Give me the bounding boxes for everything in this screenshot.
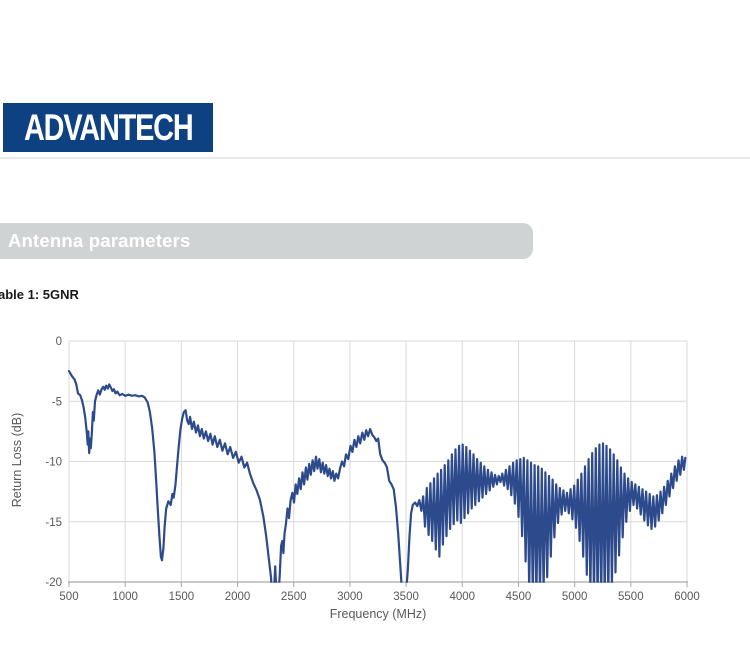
y-tick-label: -10 (45, 457, 62, 469)
y-tick-label: -20 (45, 577, 62, 589)
x-tick-label: 1000 (112, 591, 138, 603)
y-tick-label: -15 (45, 517, 62, 529)
x-axis-title: Frequency (MHz) (329, 607, 427, 621)
y-tick-label: -5 (52, 396, 62, 408)
y-axis-title: Return Loss (dB) (10, 412, 24, 508)
x-tick-label: 1500 (169, 591, 195, 603)
x-tick-label: 4500 (506, 591, 532, 603)
x-tick-label: 5000 (562, 591, 588, 603)
header-divider (0, 157, 750, 159)
x-tick-label: 3000 (337, 591, 363, 603)
advantech-logo-text: ADVANTECH (24, 106, 194, 148)
x-tick-label: 3500 (393, 591, 419, 603)
x-tick-label: 2000 (225, 591, 251, 603)
table-caption: Table 1: 5GNR (0, 287, 79, 302)
x-tick-label: 5500 (618, 591, 644, 603)
return-loss-curve (67, 370, 687, 583)
section-banner: Antenna parameters (0, 223, 533, 259)
y-tick-label: 0 (56, 336, 62, 348)
x-tick-label: 500 (59, 591, 78, 603)
section-banner-label: Antenna parameters (8, 230, 191, 251)
advantech-logo: ADVANTECH (3, 103, 213, 152)
x-tick-label: 6000 (674, 591, 700, 603)
x-tick-label: 2500 (281, 591, 307, 603)
x-tick-label: 4000 (449, 591, 475, 603)
